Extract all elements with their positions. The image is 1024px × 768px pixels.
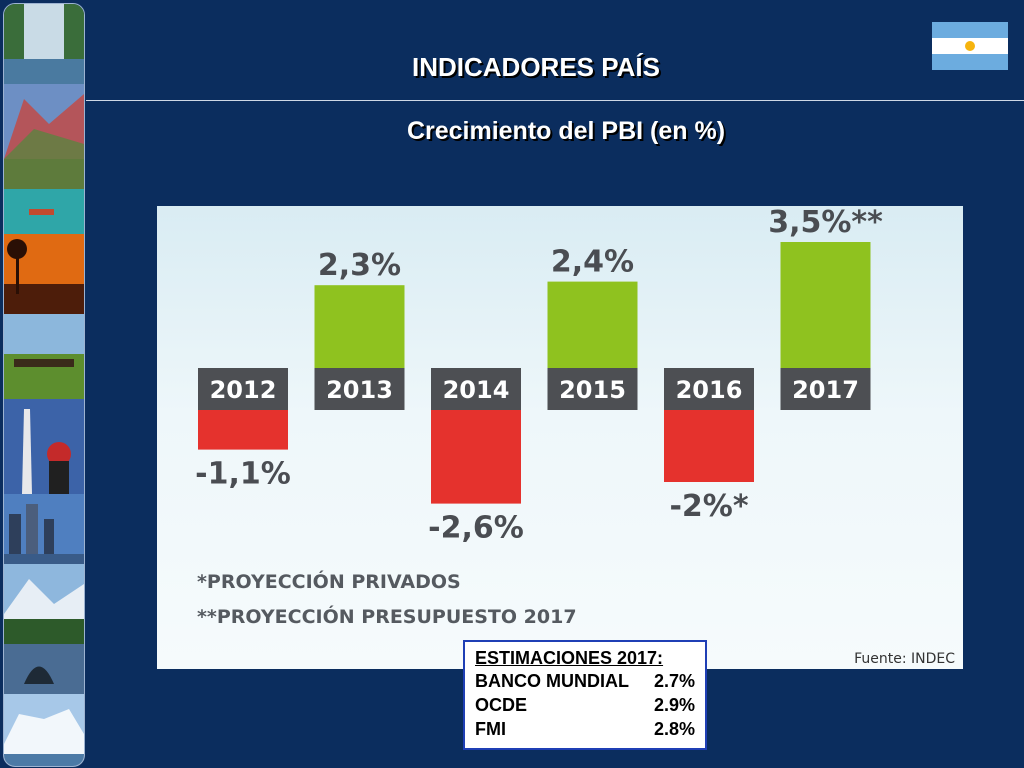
estimate-row: BANCO MUNDIAL 2.7% xyxy=(475,669,695,693)
footnote-private: *PROYECCIÓN PRIVADOS xyxy=(197,571,461,593)
chart-canvas: 2012 -1,1% 2013 2,3% 2014 -2,6% 2015 2,4% 2016 -2… xyxy=(195,206,883,546)
estimate-value: 2.9% xyxy=(653,695,695,715)
category-label: 2017 xyxy=(792,376,859,404)
glacier-photo xyxy=(4,694,84,766)
gdp-growth-chart: 2012 -1,1% 2013 2,3% 2014 -2,6% 2015 2,4% 2016 -2… xyxy=(157,206,963,669)
waterfall-photo xyxy=(4,4,84,84)
year-box-2016 xyxy=(664,368,754,410)
value-label: -2%* xyxy=(669,489,748,524)
cattle-field-photo xyxy=(4,314,84,399)
bar-2016 xyxy=(664,410,754,482)
skyline-photo xyxy=(4,494,84,564)
estimate-label: BANCO MUNDIAL xyxy=(475,671,629,691)
year-box-2013 xyxy=(314,368,405,410)
category-label: 2013 xyxy=(326,376,393,404)
estimate-value: 2.8% xyxy=(653,719,695,739)
page-subtitle: Crecimiento del PBI (en %) xyxy=(406,117,726,145)
estimate-row: OCDE 2.9% xyxy=(475,693,695,717)
estimates-box: ESTIMACIONES 2017: BANCO MUNDIAL 2.7% OC… xyxy=(463,640,707,750)
category-label: 2014 xyxy=(443,376,510,404)
estimate-label: FMI xyxy=(475,719,506,739)
value-label: 2,3% xyxy=(318,248,401,283)
value-label: 2,4% xyxy=(551,245,634,280)
lake-mountains-photo xyxy=(4,564,84,644)
estimates-title: ESTIMACIONES 2017: xyxy=(475,648,664,668)
mountains-photo xyxy=(4,84,84,159)
whale-photo xyxy=(4,644,84,694)
title-divider xyxy=(86,100,1024,101)
value-label: -2,6% xyxy=(428,511,524,546)
estimate-label: OCDE xyxy=(475,695,528,715)
sunset-palms-photo xyxy=(4,234,84,314)
estimate-value: 2.7% xyxy=(653,671,695,691)
river-photo xyxy=(4,159,84,234)
year-box-2012 xyxy=(198,368,288,410)
bar-2015 xyxy=(547,281,638,368)
year-box-2014 xyxy=(431,368,521,410)
value-label: -1,1% xyxy=(195,457,291,492)
year-box-2017 xyxy=(780,368,871,410)
year-box-2015 xyxy=(547,368,638,410)
bar-2013 xyxy=(314,285,405,368)
value-label: 3,5%** xyxy=(768,206,883,240)
bar-2014 xyxy=(431,410,521,504)
obelisk-tango-photo xyxy=(4,399,84,494)
footnote-budget: **PROYECCIÓN PRESUPUESTO 2017 xyxy=(197,606,577,628)
estimate-row: FMI 2.8% xyxy=(475,717,695,741)
source-label: Fuente: INDEC xyxy=(854,651,955,667)
bar-2017 xyxy=(780,242,871,368)
bar-2012 xyxy=(198,410,288,450)
photo-strip xyxy=(3,3,85,767)
page-title: INDICADORES PAÍS xyxy=(412,52,660,82)
category-label: 2012 xyxy=(210,376,277,404)
category-label: 2016 xyxy=(676,376,743,404)
argentina-flag-icon xyxy=(932,22,1008,70)
category-label: 2015 xyxy=(559,376,626,404)
